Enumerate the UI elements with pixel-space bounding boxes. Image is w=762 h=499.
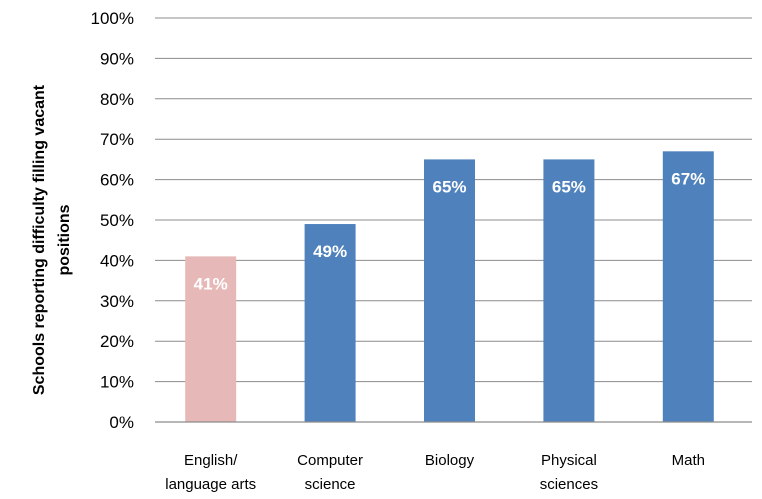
x-category-label: Biology [425,452,475,469]
y-tick-label: 80% [100,90,134,109]
bar [543,159,595,422]
bar [185,256,237,422]
y-tick-label: 0% [109,413,134,432]
x-category-label-line: sciences [540,476,598,493]
y-tick-label: 50% [100,211,134,230]
bars: 41% 49% 65% 65% 67% [185,151,714,422]
x-category-label-line: language arts [165,476,256,493]
x-category-label-line: Computer [297,452,363,469]
x-category-label: Physical sciences [540,452,598,493]
y-tick-label: 20% [100,332,134,351]
y-tick-label: 90% [100,49,134,68]
x-category-label-line: English/ [184,452,238,469]
y-tick-label: 40% [100,251,134,270]
y-tick-label: 100% [91,9,134,28]
x-category-label-line: science [305,476,356,493]
x-category-label: Math [672,452,705,469]
y-tick-label: 10% [100,373,134,392]
x-category-label: Computer science [297,452,363,493]
x-category-label-line: Biology [425,452,475,469]
bar-data-label: 67% [671,169,705,188]
x-category-label: English/language arts [165,452,256,493]
bar [304,224,356,422]
bar [662,151,714,422]
bar-data-label: 65% [552,177,586,196]
bar-data-label: 65% [432,177,466,196]
y-tick-label: 30% [100,292,134,311]
x-category-label-line: Physical [541,452,597,469]
bar [424,159,475,422]
x-category-label-line: Math [672,452,705,469]
bar-data-label: 41% [194,274,228,293]
y-axis-title-line: Schools reporting difficulty filling vac… [31,84,48,395]
y-axis-title-line: positions [56,204,73,275]
y-axis-title-group: Schools reporting difficulty filling vac… [31,84,73,395]
y-axis-ticks: 0% 10% 20% 30% 40% 50% 60% 70% 80% 90% 100% [91,9,134,432]
x-axis-categories: English/language arts Computer science Biol… [165,452,705,493]
y-tick-label: 70% [100,130,134,149]
bar-data-label: 49% [313,242,347,261]
y-axis-title: Schools reporting difficulty filling vac… [31,84,73,395]
y-tick-label: 60% [100,171,134,190]
